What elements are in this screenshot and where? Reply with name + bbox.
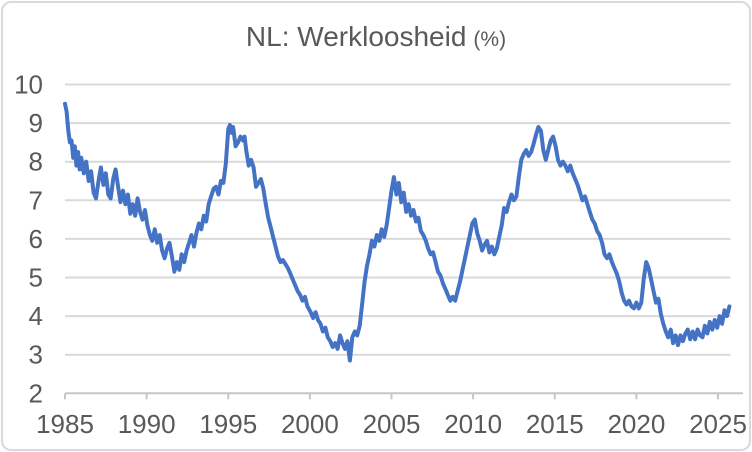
y-tick-label: 6 [29, 224, 43, 254]
gridlines [65, 83, 731, 356]
x-tick-label: 2000 [281, 409, 339, 439]
y-tick-label: 10 [14, 70, 43, 100]
x-tick-label: 2010 [444, 409, 502, 439]
x-tick-label: 1995 [199, 409, 257, 439]
x-tick-label: 2005 [363, 409, 421, 439]
x-tick-label: 2020 [607, 409, 665, 439]
x-axis [64, 392, 743, 400]
x-tick-label: 1985 [36, 409, 94, 439]
x-tick-label: 1990 [118, 409, 176, 439]
unemployment-series-line [63, 101, 732, 363]
x-tick-label: 2015 [526, 409, 584, 439]
x-axis-labels: 1985 1990 1995 2000 2005 2010 2015 2020 2025 [36, 409, 747, 439]
chart-title: NL: Werkloosheid (%) [3, 21, 749, 56]
unemployment-line-chart: 2 3 4 5 6 7 8 9 10 1985 1990 1995 2000 2005 2010 2015 2… [14, 70, 747, 440]
y-tick-label: 7 [29, 185, 43, 215]
y-tick-label: 5 [29, 263, 43, 293]
y-tick-label: 8 [29, 147, 43, 177]
y-tick-label: 9 [29, 108, 43, 138]
y-tick-label: 3 [29, 340, 43, 370]
y-tick-label: 4 [29, 301, 43, 331]
chart-title-unit: (%) [473, 28, 507, 51]
x-tick-label: 2025 [689, 409, 747, 439]
chart-title-text: NL: Werkloosheid [245, 21, 467, 52]
y-axis-labels: 2 3 4 5 6 7 8 9 10 [14, 70, 43, 409]
y-tick-label: 2 [29, 378, 43, 408]
